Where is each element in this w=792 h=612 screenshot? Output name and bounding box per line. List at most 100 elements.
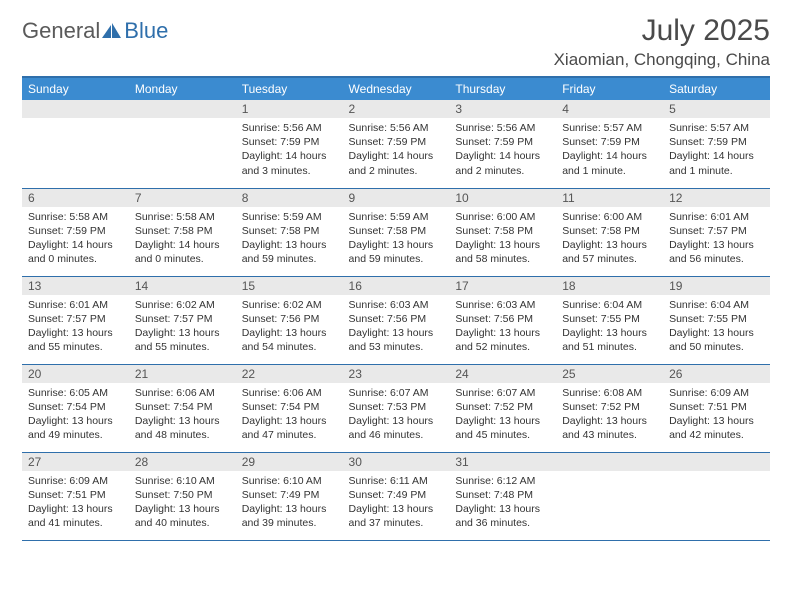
calendar-week-row: 13Sunrise: 6:01 AMSunset: 7:57 PMDayligh… bbox=[22, 276, 770, 364]
daylight-text: Daylight: 13 hours and 54 minutes. bbox=[242, 326, 337, 354]
daylight-text: Daylight: 14 hours and 2 minutes. bbox=[349, 149, 444, 177]
calendar-empty-cell bbox=[556, 452, 663, 540]
day-details: Sunrise: 5:58 AMSunset: 7:59 PMDaylight:… bbox=[22, 207, 129, 271]
calendar-day-cell: 8Sunrise: 5:59 AMSunset: 7:58 PMDaylight… bbox=[236, 188, 343, 276]
daylight-text: Daylight: 13 hours and 59 minutes. bbox=[349, 238, 444, 266]
day-details: Sunrise: 6:10 AMSunset: 7:49 PMDaylight:… bbox=[236, 471, 343, 535]
day-details: Sunrise: 5:58 AMSunset: 7:58 PMDaylight:… bbox=[129, 207, 236, 271]
sunrise-text: Sunrise: 6:04 AM bbox=[562, 298, 657, 312]
calendar-day-cell: 23Sunrise: 6:07 AMSunset: 7:53 PMDayligh… bbox=[343, 364, 450, 452]
day-number: 24 bbox=[449, 365, 556, 383]
sunset-text: Sunset: 7:59 PM bbox=[562, 135, 657, 149]
calendar-day-cell: 22Sunrise: 6:06 AMSunset: 7:54 PMDayligh… bbox=[236, 364, 343, 452]
calendar-day-cell: 29Sunrise: 6:10 AMSunset: 7:49 PMDayligh… bbox=[236, 452, 343, 540]
daylight-text: Daylight: 13 hours and 45 minutes. bbox=[455, 414, 550, 442]
daylight-text: Daylight: 14 hours and 3 minutes. bbox=[242, 149, 337, 177]
sunset-text: Sunset: 7:53 PM bbox=[349, 400, 444, 414]
daylight-text: Daylight: 13 hours and 53 minutes. bbox=[349, 326, 444, 354]
sunrise-text: Sunrise: 6:04 AM bbox=[669, 298, 764, 312]
sunrise-text: Sunrise: 6:11 AM bbox=[349, 474, 444, 488]
day-number: 15 bbox=[236, 277, 343, 295]
day-details: Sunrise: 6:04 AMSunset: 7:55 PMDaylight:… bbox=[663, 295, 770, 359]
day-number: 27 bbox=[22, 453, 129, 471]
calendar-day-cell: 20Sunrise: 6:05 AMSunset: 7:54 PMDayligh… bbox=[22, 364, 129, 452]
day-number: 12 bbox=[663, 189, 770, 207]
day-number: 21 bbox=[129, 365, 236, 383]
day-details: Sunrise: 5:56 AMSunset: 7:59 PMDaylight:… bbox=[236, 118, 343, 182]
calendar-day-cell: 28Sunrise: 6:10 AMSunset: 7:50 PMDayligh… bbox=[129, 452, 236, 540]
day-number: 22 bbox=[236, 365, 343, 383]
day-number: 9 bbox=[343, 189, 450, 207]
logo-text-blue: Blue bbox=[124, 18, 168, 44]
calendar-day-cell: 24Sunrise: 6:07 AMSunset: 7:52 PMDayligh… bbox=[449, 364, 556, 452]
calendar-day-cell: 30Sunrise: 6:11 AMSunset: 7:49 PMDayligh… bbox=[343, 452, 450, 540]
daylight-text: Daylight: 13 hours and 57 minutes. bbox=[562, 238, 657, 266]
sunrise-text: Sunrise: 5:56 AM bbox=[242, 121, 337, 135]
sunrise-text: Sunrise: 5:57 AM bbox=[669, 121, 764, 135]
daylight-text: Daylight: 13 hours and 52 minutes. bbox=[455, 326, 550, 354]
sunset-text: Sunset: 7:59 PM bbox=[669, 135, 764, 149]
daylight-text: Daylight: 14 hours and 2 minutes. bbox=[455, 149, 550, 177]
day-number: 13 bbox=[22, 277, 129, 295]
day-number: 11 bbox=[556, 189, 663, 207]
sunrise-text: Sunrise: 5:57 AM bbox=[562, 121, 657, 135]
sunrise-text: Sunrise: 6:06 AM bbox=[242, 386, 337, 400]
sunset-text: Sunset: 7:59 PM bbox=[242, 135, 337, 149]
calendar-day-cell: 14Sunrise: 6:02 AMSunset: 7:57 PMDayligh… bbox=[129, 276, 236, 364]
sunrise-text: Sunrise: 6:02 AM bbox=[242, 298, 337, 312]
day-details: Sunrise: 6:03 AMSunset: 7:56 PMDaylight:… bbox=[449, 295, 556, 359]
calendar-table: SundayMondayTuesdayWednesdayThursdayFrid… bbox=[22, 78, 770, 541]
sunrise-text: Sunrise: 5:59 AM bbox=[242, 210, 337, 224]
calendar-day-cell: 10Sunrise: 6:00 AMSunset: 7:58 PMDayligh… bbox=[449, 188, 556, 276]
day-number: 1 bbox=[236, 100, 343, 118]
day-number: 14 bbox=[129, 277, 236, 295]
day-details: Sunrise: 5:59 AMSunset: 7:58 PMDaylight:… bbox=[343, 207, 450, 271]
sunrise-text: Sunrise: 6:12 AM bbox=[455, 474, 550, 488]
sunrise-text: Sunrise: 6:01 AM bbox=[669, 210, 764, 224]
calendar-day-cell: 15Sunrise: 6:02 AMSunset: 7:56 PMDayligh… bbox=[236, 276, 343, 364]
calendar-day-cell: 19Sunrise: 6:04 AMSunset: 7:55 PMDayligh… bbox=[663, 276, 770, 364]
calendar-day-cell: 31Sunrise: 6:12 AMSunset: 7:48 PMDayligh… bbox=[449, 452, 556, 540]
day-details: Sunrise: 6:08 AMSunset: 7:52 PMDaylight:… bbox=[556, 383, 663, 447]
day-number: 18 bbox=[556, 277, 663, 295]
daylight-text: Daylight: 13 hours and 50 minutes. bbox=[669, 326, 764, 354]
logo-sail-icon bbox=[102, 23, 122, 39]
sunrise-text: Sunrise: 6:00 AM bbox=[455, 210, 550, 224]
day-number: 17 bbox=[449, 277, 556, 295]
day-details: Sunrise: 6:10 AMSunset: 7:50 PMDaylight:… bbox=[129, 471, 236, 535]
day-details: Sunrise: 5:56 AMSunset: 7:59 PMDaylight:… bbox=[343, 118, 450, 182]
sunset-text: Sunset: 7:48 PM bbox=[455, 488, 550, 502]
calendar-day-cell: 26Sunrise: 6:09 AMSunset: 7:51 PMDayligh… bbox=[663, 364, 770, 452]
daylight-text: Daylight: 13 hours and 41 minutes. bbox=[28, 502, 123, 530]
sunrise-text: Sunrise: 6:03 AM bbox=[455, 298, 550, 312]
sunrise-text: Sunrise: 6:02 AM bbox=[135, 298, 230, 312]
daylight-text: Daylight: 13 hours and 36 minutes. bbox=[455, 502, 550, 530]
logo-text-general: General bbox=[22, 18, 100, 44]
calendar-day-cell: 2Sunrise: 5:56 AMSunset: 7:59 PMDaylight… bbox=[343, 100, 450, 188]
sunset-text: Sunset: 7:58 PM bbox=[455, 224, 550, 238]
daylight-text: Daylight: 13 hours and 58 minutes. bbox=[455, 238, 550, 266]
day-details: Sunrise: 5:56 AMSunset: 7:59 PMDaylight:… bbox=[449, 118, 556, 182]
day-details: Sunrise: 6:12 AMSunset: 7:48 PMDaylight:… bbox=[449, 471, 556, 535]
day-number: 28 bbox=[129, 453, 236, 471]
sunset-text: Sunset: 7:55 PM bbox=[669, 312, 764, 326]
calendar-day-cell: 13Sunrise: 6:01 AMSunset: 7:57 PMDayligh… bbox=[22, 276, 129, 364]
daylight-text: Daylight: 13 hours and 59 minutes. bbox=[242, 238, 337, 266]
daylight-text: Daylight: 13 hours and 43 minutes. bbox=[562, 414, 657, 442]
sunrise-text: Sunrise: 6:05 AM bbox=[28, 386, 123, 400]
daylight-text: Daylight: 13 hours and 55 minutes. bbox=[28, 326, 123, 354]
calendar-empty-cell bbox=[129, 100, 236, 188]
day-details: Sunrise: 6:09 AMSunset: 7:51 PMDaylight:… bbox=[663, 383, 770, 447]
sunrise-text: Sunrise: 6:03 AM bbox=[349, 298, 444, 312]
daylight-text: Daylight: 13 hours and 47 minutes. bbox=[242, 414, 337, 442]
sunrise-text: Sunrise: 5:59 AM bbox=[349, 210, 444, 224]
calendar-day-cell: 21Sunrise: 6:06 AMSunset: 7:54 PMDayligh… bbox=[129, 364, 236, 452]
daylight-text: Daylight: 13 hours and 42 minutes. bbox=[669, 414, 764, 442]
daylight-text: Daylight: 14 hours and 0 minutes. bbox=[135, 238, 230, 266]
location-text: Xiaomian, Chongqing, China bbox=[554, 50, 770, 70]
calendar-body: 1Sunrise: 5:56 AMSunset: 7:59 PMDaylight… bbox=[22, 100, 770, 540]
sunset-text: Sunset: 7:54 PM bbox=[28, 400, 123, 414]
calendar-day-cell: 25Sunrise: 6:08 AMSunset: 7:52 PMDayligh… bbox=[556, 364, 663, 452]
sunset-text: Sunset: 7:58 PM bbox=[562, 224, 657, 238]
day-details: Sunrise: 6:07 AMSunset: 7:52 PMDaylight:… bbox=[449, 383, 556, 447]
